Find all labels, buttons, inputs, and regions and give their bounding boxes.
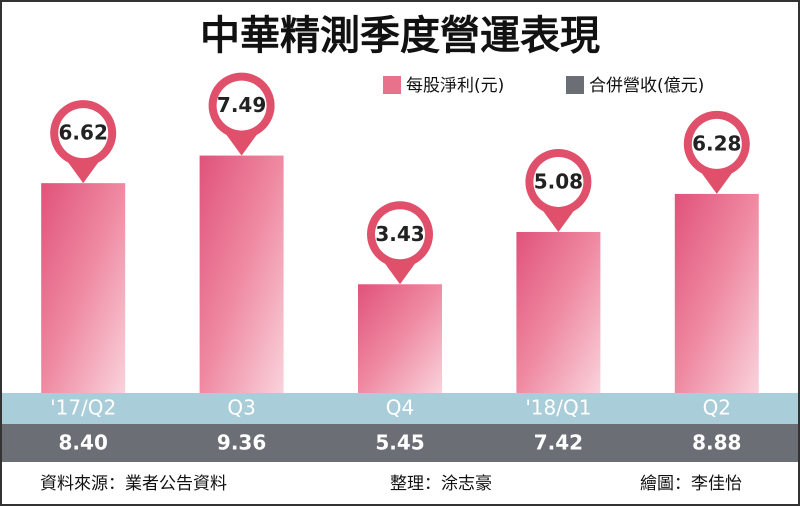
source-note: 資料來源：業者公告資料 — [40, 474, 227, 494]
bar — [674, 193, 759, 393]
value-pin-inner — [691, 118, 742, 169]
revenue-value: 9.36 — [217, 431, 266, 455]
value-label: 6.28 — [692, 131, 741, 155]
category-band — [2, 393, 798, 424]
value-label: 6.62 — [59, 121, 108, 145]
value-label: 5.08 — [534, 169, 583, 193]
value-label: 7.49 — [217, 93, 266, 117]
chart-title: 中華精測季度營運表現 — [200, 13, 600, 59]
graphics-note: 繪圖：李佳怡 — [640, 474, 742, 494]
compiled-note: 整理：涂志豪 — [390, 473, 492, 494]
value-pin-inner — [533, 156, 584, 207]
value-label: 3.43 — [375, 222, 424, 246]
value-pin-inner — [216, 80, 267, 131]
revenue-value: 5.45 — [375, 431, 424, 455]
value-pin — [67, 161, 100, 184]
value-pin — [542, 209, 575, 232]
legend-swatch — [383, 76, 401, 94]
legend-label: 合併營收(億元) — [589, 76, 704, 96]
revenue-value: 7.42 — [534, 431, 583, 455]
x-tick-label: Q2 — [703, 396, 731, 420]
value-pin — [384, 262, 416, 285]
x-tick-label: '18/Q1 — [525, 396, 591, 420]
revenue-value: 8.40 — [59, 431, 108, 455]
legend-label: 每股淨利(元) — [406, 76, 504, 96]
x-tick-label: Q3 — [227, 396, 255, 420]
value-pin — [225, 133, 258, 156]
value-pin — [700, 171, 733, 194]
bar — [516, 231, 601, 393]
bar — [199, 155, 284, 393]
x-tick-label: Q4 — [386, 396, 414, 420]
bar — [41, 183, 126, 393]
value-pin-inner — [58, 108, 109, 159]
revenue-value: 8.88 — [692, 431, 741, 455]
value-pin-inner — [375, 209, 425, 260]
revenue-band — [2, 424, 798, 462]
x-tick-label: '17/Q2 — [50, 396, 116, 420]
legend-swatch — [566, 76, 584, 94]
bar — [358, 284, 442, 393]
